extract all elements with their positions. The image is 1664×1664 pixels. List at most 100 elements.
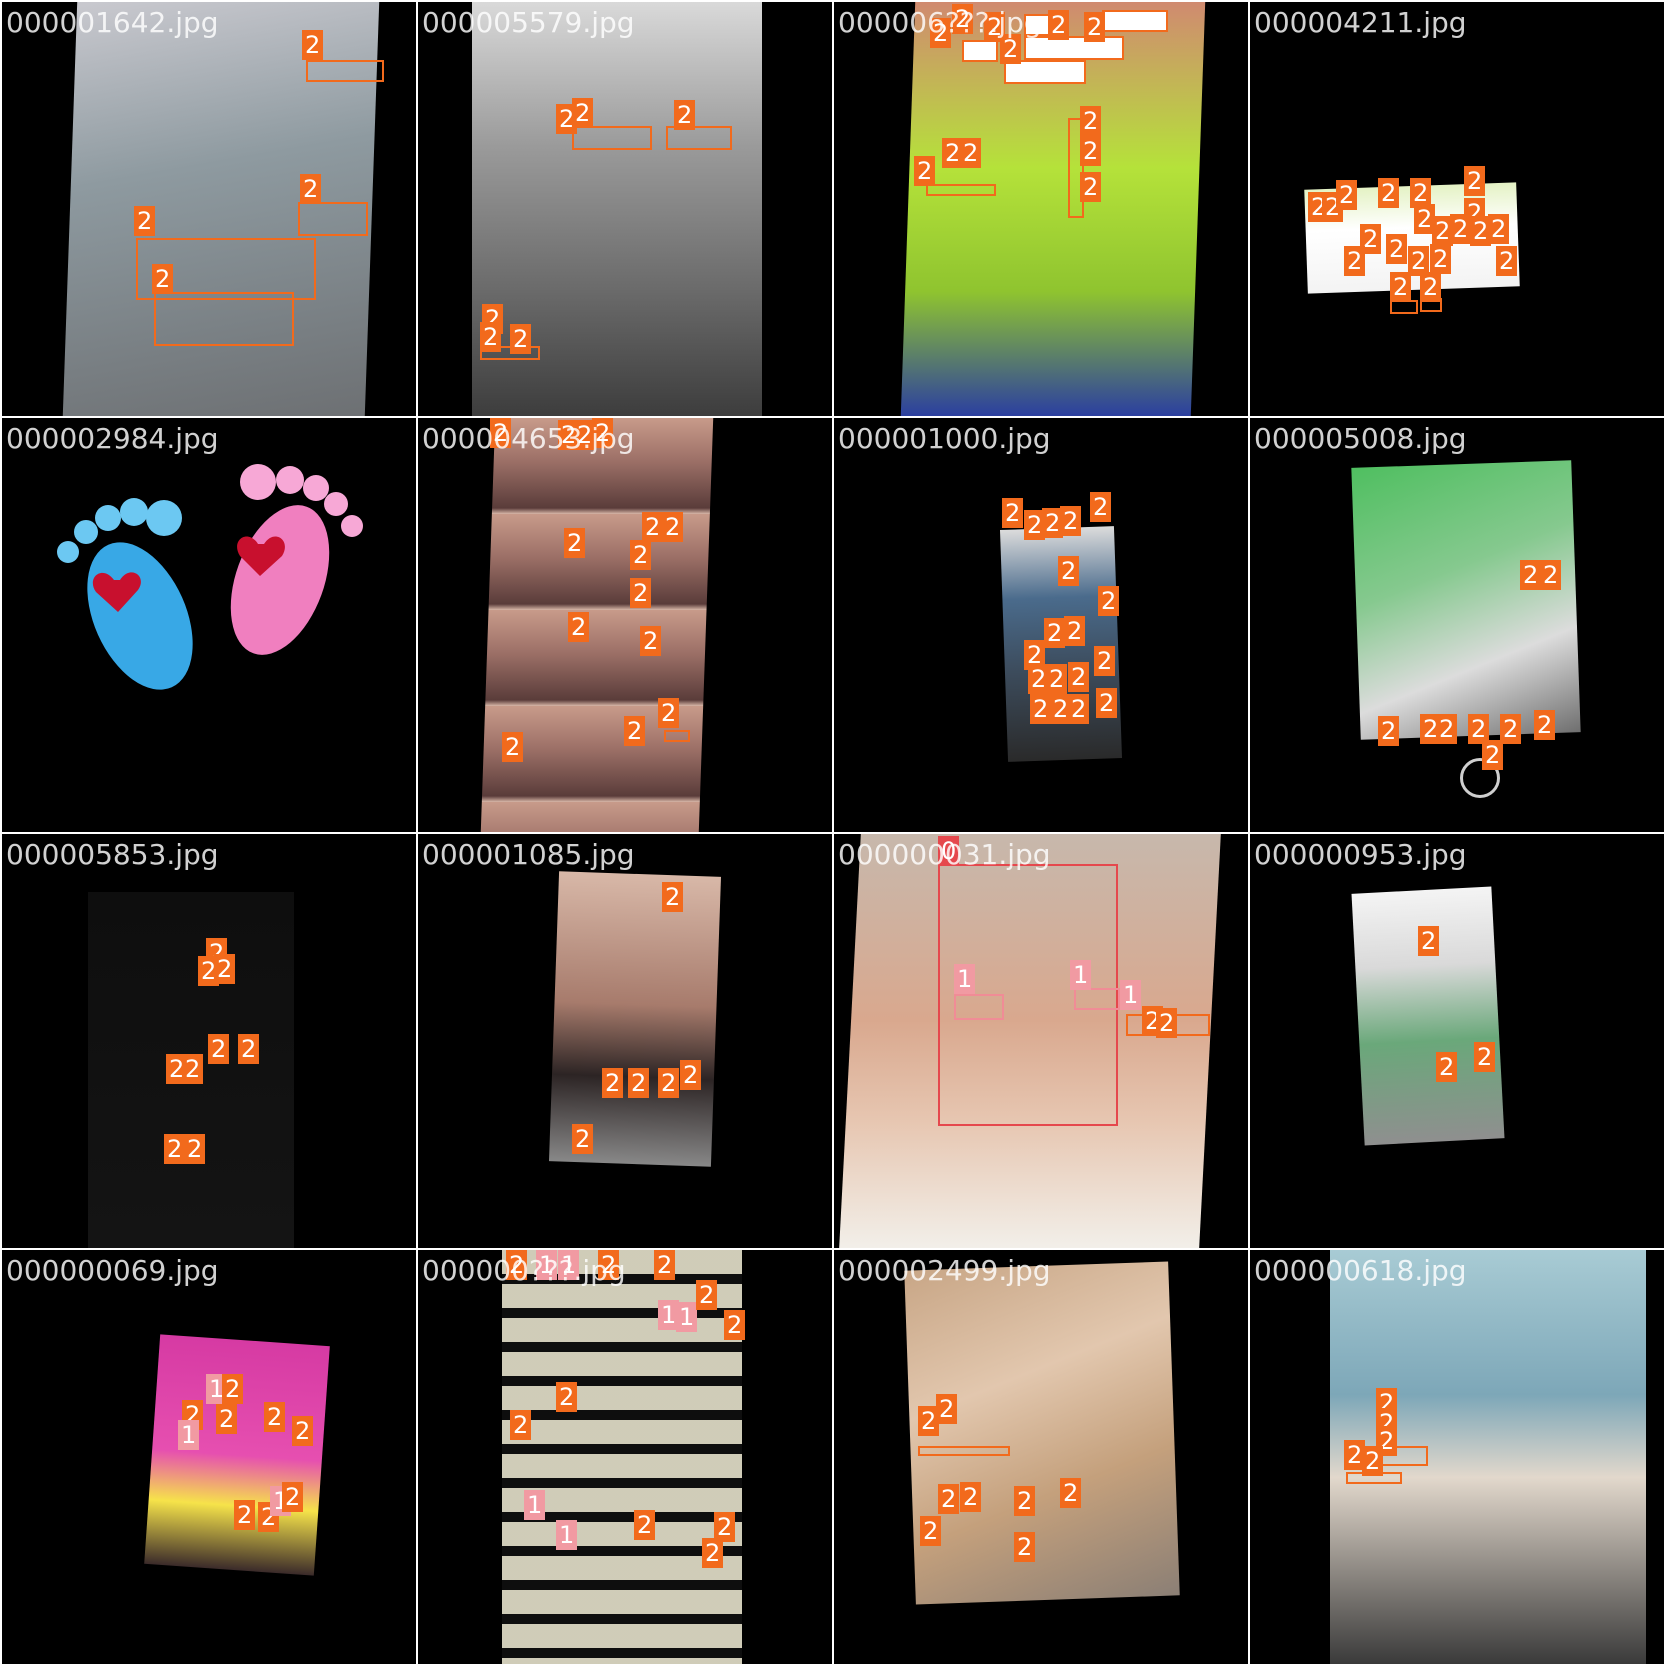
detection-box — [926, 184, 996, 196]
detection-label: 2 — [490, 418, 512, 448]
detection-label: 2 — [680, 1060, 702, 1090]
detection-label: 2 — [572, 1124, 594, 1154]
detection-label: 2 — [702, 1538, 724, 1568]
detection-label: 2 — [1048, 10, 1070, 40]
tile-filename: 000004211.jpg — [1254, 6, 1467, 39]
detection-label: 2 — [1420, 272, 1442, 302]
detection-label: 2 — [572, 98, 594, 128]
camera-shutter — [1460, 758, 1500, 798]
detection-label: 1 — [1070, 960, 1092, 990]
detection-label: 2 — [1418, 926, 1440, 956]
detection-label: 2 — [1464, 166, 1486, 196]
detection-box — [572, 126, 652, 150]
detection-box — [962, 40, 998, 62]
tile-000000618: 000000618.jpg 2 2 2 2 2 — [1250, 1250, 1664, 1664]
tile-000005579: 000005579.jpg 2 2 2 2 2 2 — [418, 2, 832, 416]
detection-label: 2 — [1360, 224, 1382, 254]
detection-label: 2 — [510, 1410, 532, 1440]
detection-label: 2 — [152, 264, 174, 294]
detection-label: 2 — [1474, 1042, 1496, 1072]
detection-label: 2 — [568, 612, 590, 642]
detection-label: 2 — [134, 206, 156, 236]
detection-label: 2 — [602, 1068, 624, 1098]
detection-label: 2 — [1058, 556, 1080, 586]
detection-label: 2 — [182, 1054, 204, 1084]
detection-label: 2 — [282, 1482, 304, 1512]
tile-000001642: 000001642.jpg 2 2 2 2 — [2, 2, 416, 416]
detection-label: 2 — [1496, 246, 1518, 276]
detection-box-class-1 — [954, 994, 1004, 1020]
detection-label: 2 — [1336, 180, 1358, 210]
detection-label: 2 — [658, 698, 680, 728]
tile-image — [480, 418, 714, 832]
detection-label: 2 — [556, 104, 578, 134]
detection-label: 2 — [480, 322, 502, 352]
detection-label: 2 — [208, 1034, 230, 1064]
detection-label: 1 — [658, 1300, 680, 1330]
tile-000001085: 000001085.jpg 2 2 2 2 2 2 — [418, 834, 832, 1248]
detection-label: 2 — [654, 1250, 676, 1280]
tile-image — [904, 1261, 1180, 1605]
detection-label: 2 — [960, 1482, 982, 1512]
detection-label: 2 — [1024, 510, 1046, 540]
detection-label: 2 — [1534, 710, 1556, 740]
detection-label: 2 — [1090, 492, 1112, 522]
tile-000000953: 000000953.jpg 2 2 2 — [1250, 834, 1664, 1248]
detection-label: 2 — [938, 1484, 960, 1514]
detection-box — [664, 730, 690, 742]
detection-label: 2 — [222, 1374, 244, 1404]
tile-filename: 000000031.jpg — [838, 838, 1051, 871]
detection-label: 2 — [1068, 662, 1090, 692]
detection-label: 2 — [1378, 716, 1400, 746]
tile-000000: 000000???.jpg 2 1 1 2 2 1 1 2 2 2 2 1 1 … — [418, 1250, 832, 1664]
detection-label: 2 — [556, 1382, 578, 1412]
detection-label: 2 — [1470, 216, 1492, 246]
detection-label: 2 — [714, 1512, 736, 1542]
detection-label: 2 — [1000, 34, 1022, 64]
detection-label: 1 — [676, 1302, 698, 1332]
detection-label: 2 — [292, 1416, 314, 1446]
tile-filename: 000005008.jpg — [1254, 422, 1467, 455]
detection-label: 2 — [1420, 714, 1442, 744]
detection-label: 2 — [630, 578, 652, 608]
detection-label: 2 — [630, 540, 652, 570]
detection-label: 2 — [1080, 172, 1102, 202]
tile-filename: 000000???.jpg — [422, 1254, 626, 1287]
detection-box — [1024, 36, 1124, 60]
tile-filename: 000002499.jpg — [838, 1254, 1051, 1287]
detection-label: 2 — [642, 512, 664, 542]
detection-label: 1 — [558, 1250, 580, 1280]
detection-label: 2 — [1042, 508, 1064, 538]
detection-label: 2 — [1014, 1486, 1036, 1516]
detection-label: 2 — [1060, 506, 1082, 536]
detection-label: 2 — [1344, 1440, 1366, 1470]
detection-label: 2 — [1362, 1446, 1384, 1476]
detection-label: 2 — [634, 1510, 656, 1540]
detection-label: 2 — [1414, 204, 1436, 234]
detection-label: 2 — [952, 4, 974, 34]
detection-label: 1 — [954, 964, 976, 994]
blue-baby-foot-icon — [57, 498, 193, 690]
detection-box — [666, 126, 732, 150]
detection-label: 2 — [1386, 234, 1408, 264]
detection-label: 1 — [1120, 980, 1142, 1010]
tile-filename: 000001085.jpg — [422, 838, 635, 871]
detection-label: 2 — [1028, 664, 1050, 694]
detection-label: 2 — [1520, 560, 1542, 590]
detection-label: 2 — [914, 156, 936, 186]
detection-label: 2 — [506, 1250, 528, 1280]
tile-image — [1351, 460, 1581, 740]
detection-label: 2 — [238, 1034, 260, 1064]
tile-image — [144, 1334, 330, 1576]
tile-000005853: 000005853.jpg 2 2 2 2 2 2 2 2 2 — [2, 834, 416, 1248]
detection-box — [154, 292, 294, 346]
tile-filename: 000005579.jpg — [422, 6, 635, 39]
detection-label: 2 — [624, 716, 646, 746]
detection-label: 2 — [1378, 178, 1400, 208]
detection-label: 2 — [1482, 740, 1504, 770]
detection-label: 2 — [1064, 616, 1086, 646]
detection-label: 2 — [234, 1500, 256, 1530]
tile-000004653: 000004653.jpg 2 2 2 2 2 2 2 2 2 2 2 2 2 … — [418, 418, 832, 832]
tile-000002984: 000002984.jpg — [2, 418, 416, 832]
